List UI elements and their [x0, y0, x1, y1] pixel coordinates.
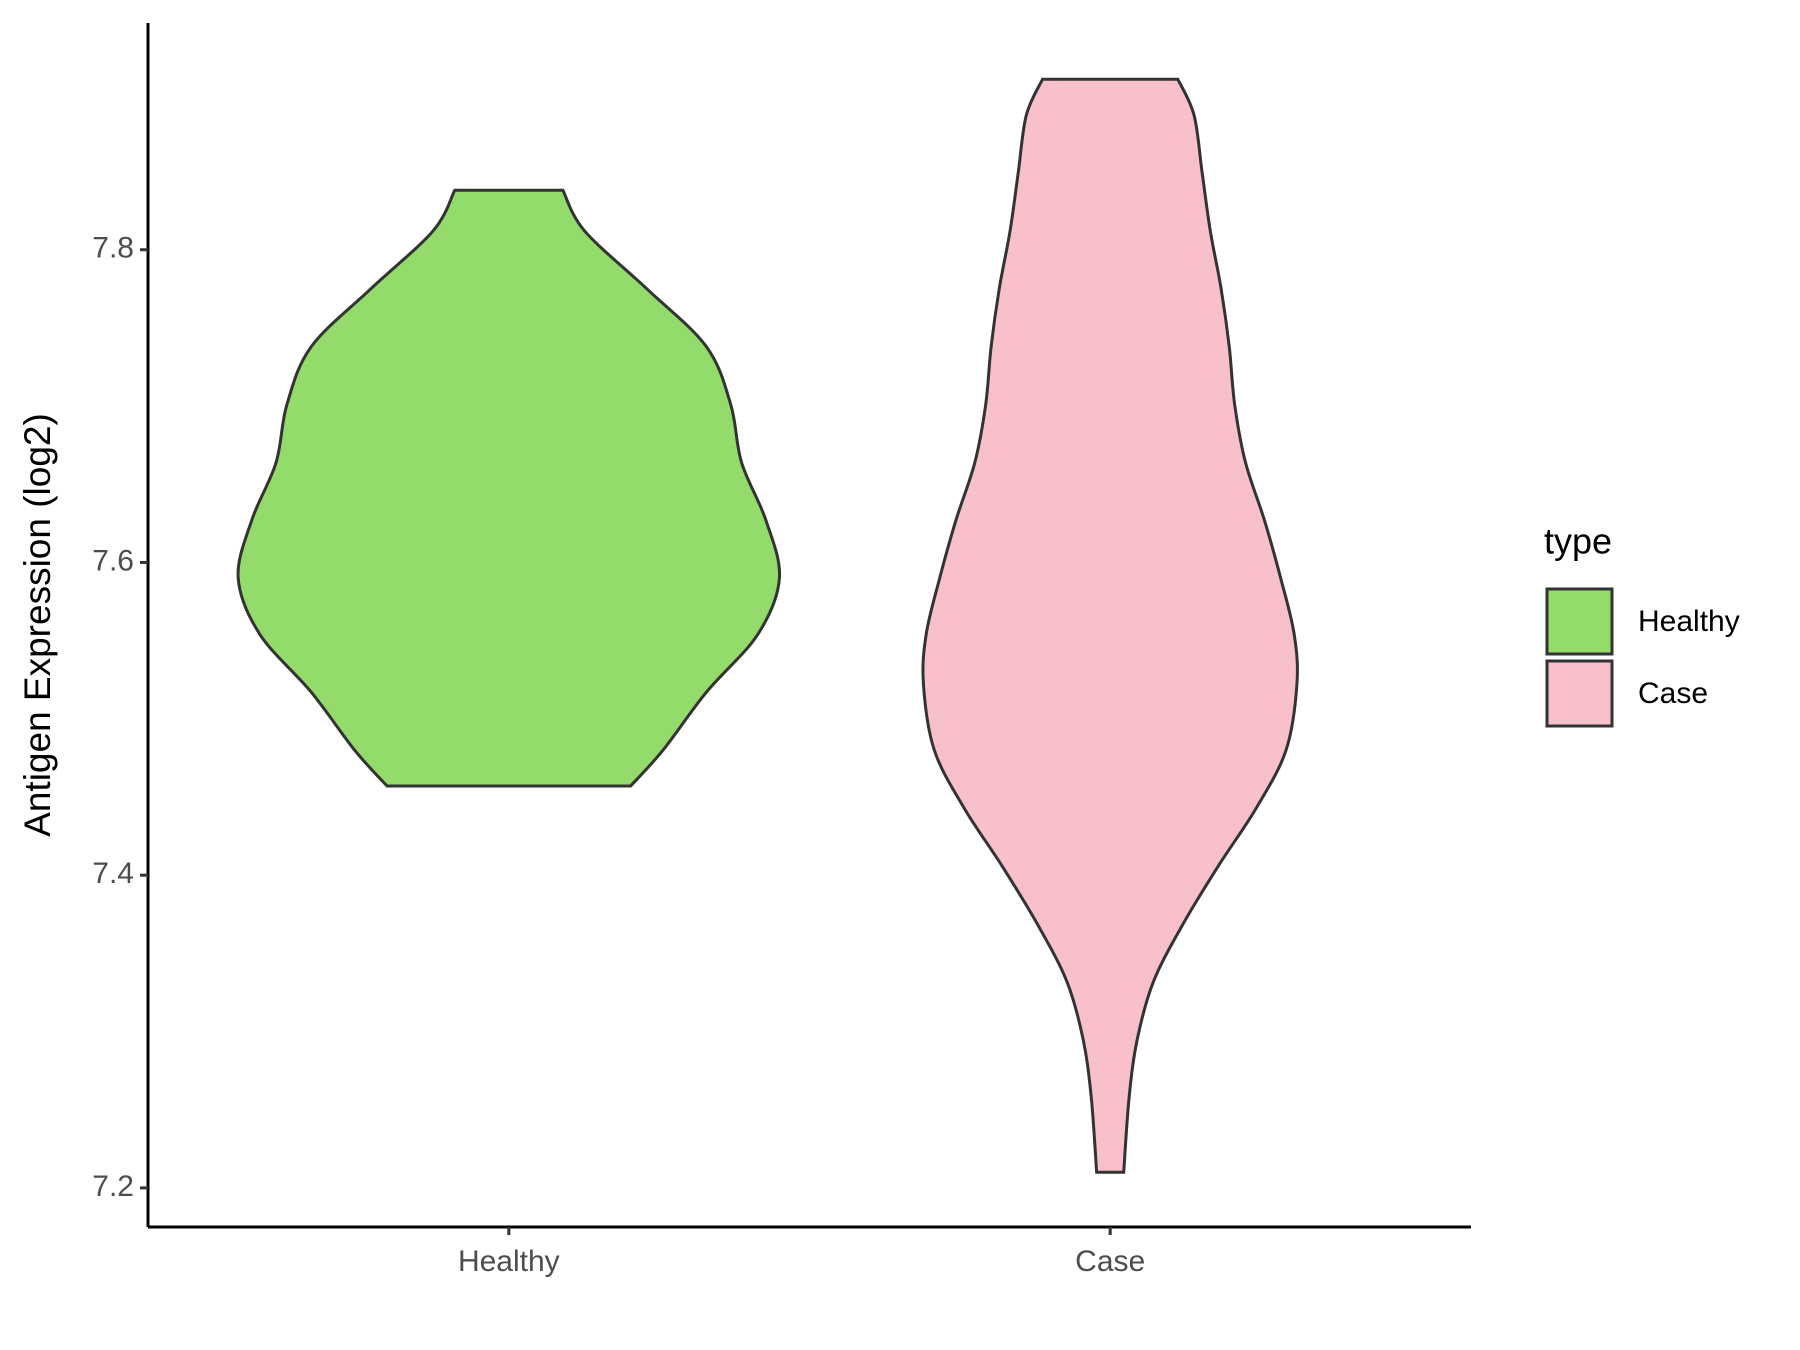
y-tick-label: 7.6 — [92, 544, 134, 577]
legend-label: Healthy — [1638, 605, 1740, 638]
legend-label: Case — [1638, 677, 1708, 710]
x-tick-label: Healthy — [458, 1245, 560, 1278]
violin — [236, 188, 781, 788]
y-tick-label: 7.4 — [92, 857, 134, 890]
legend-key — [1545, 587, 1614, 656]
y-tick-label: 7.2 — [92, 1170, 134, 1203]
legend-key — [1545, 659, 1614, 728]
x-tick-label: Case — [1075, 1245, 1145, 1278]
y-axis-title: Antigen Expression (log2) — [17, 413, 58, 837]
legend-title: type — [1544, 521, 1612, 562]
y-tick-label: 7.8 — [92, 232, 134, 265]
violin — [921, 77, 1299, 1174]
